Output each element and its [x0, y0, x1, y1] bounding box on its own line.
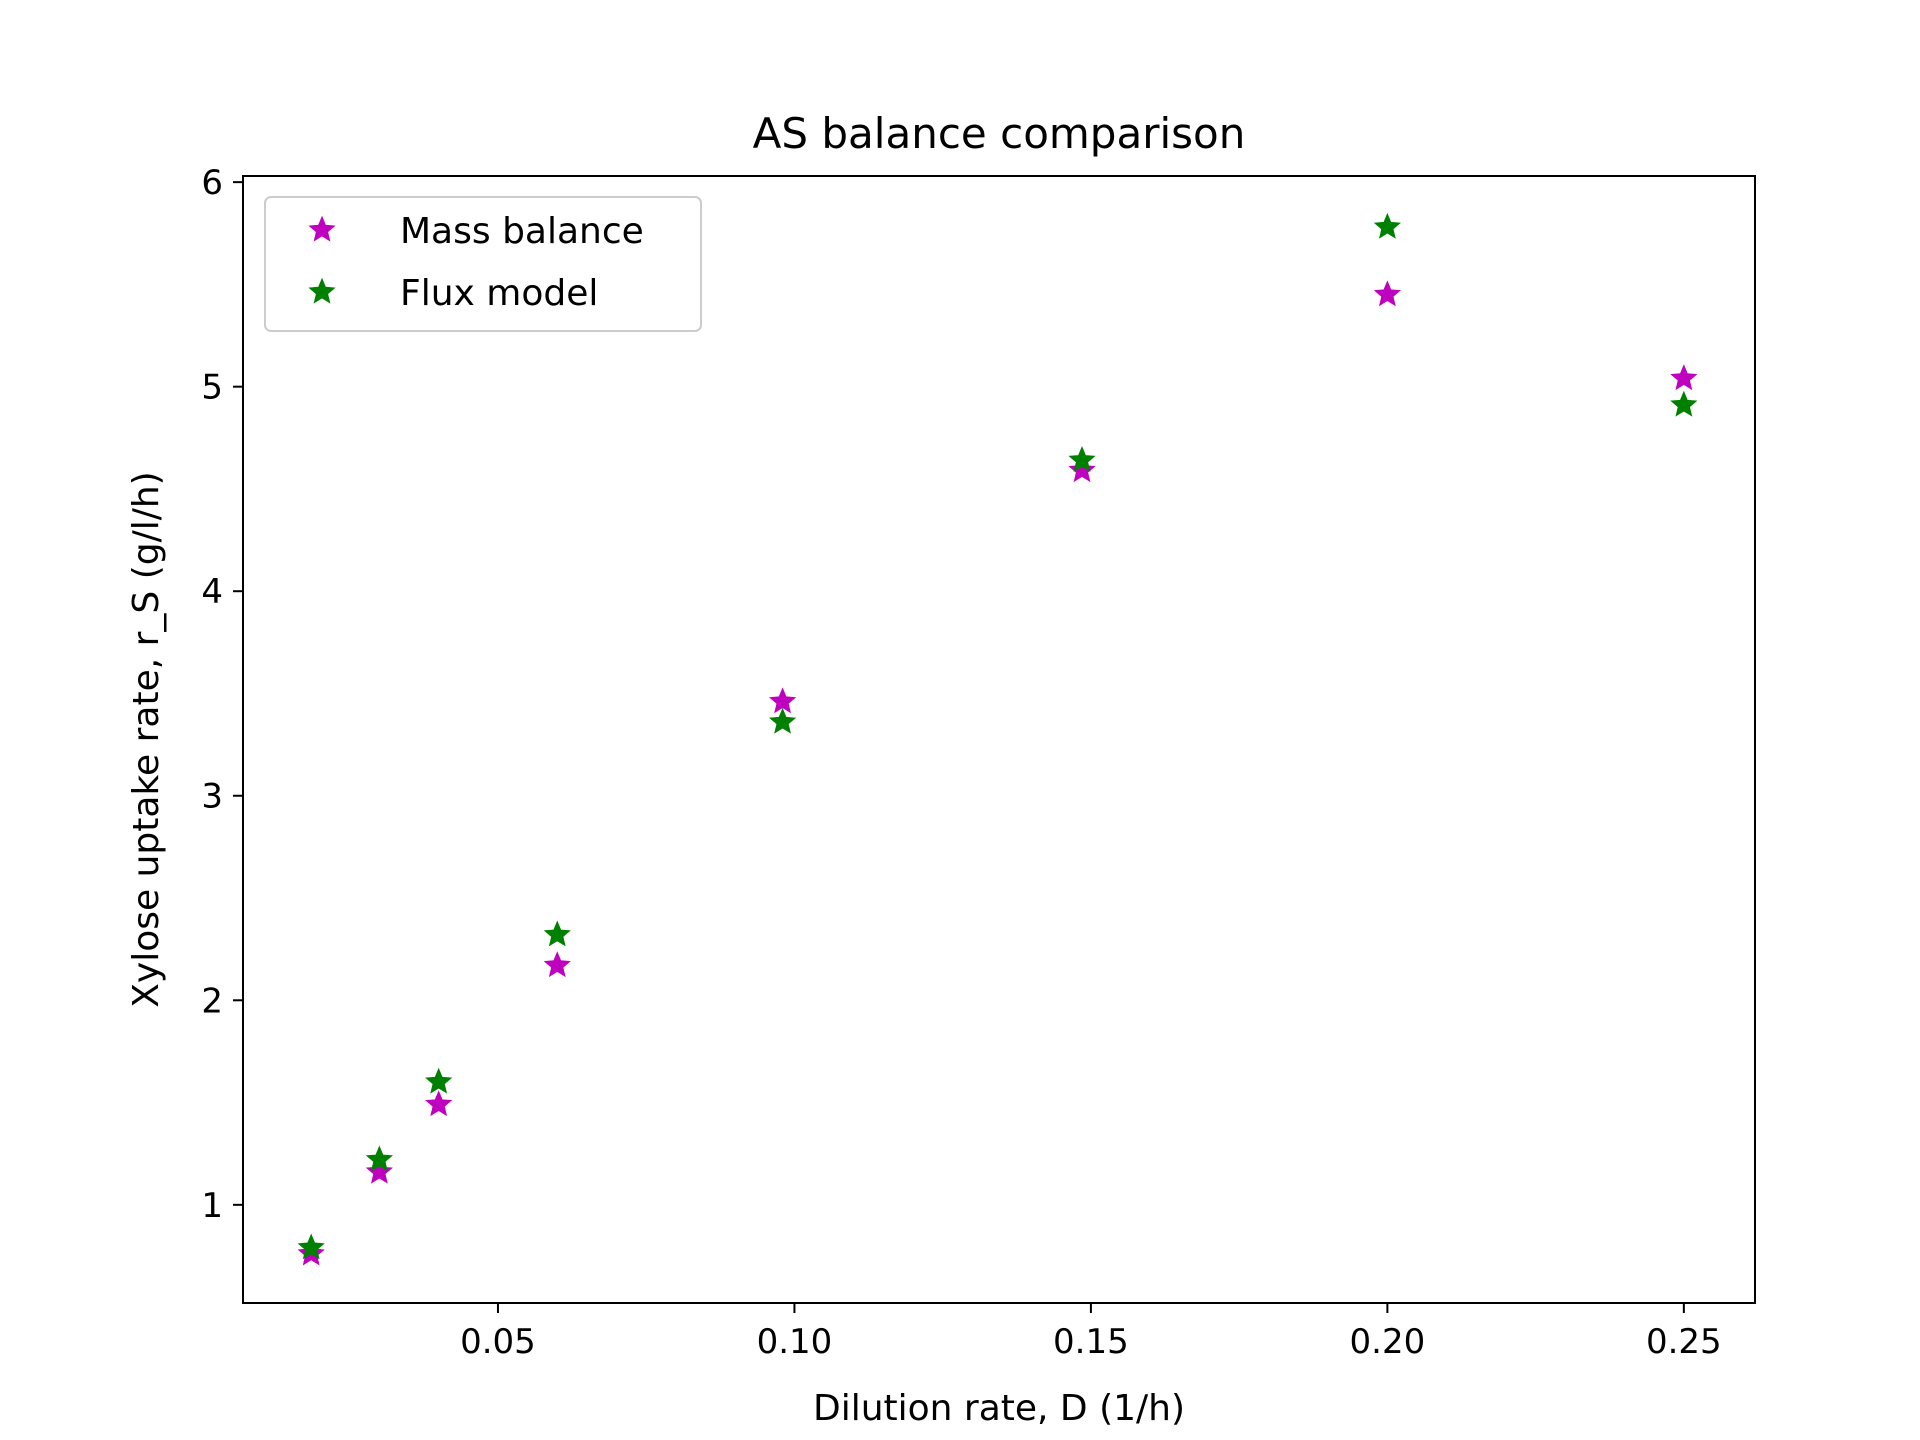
data-point: [297, 1233, 325, 1260]
data-point: [1068, 446, 1096, 472]
y-axis-label: Xylose uptake rate, r_S (g/l/h): [126, 471, 167, 1007]
data-points: [297, 212, 1698, 1266]
y-tick-label: 4: [201, 572, 223, 612]
y-tick-label: 2: [201, 981, 223, 1021]
y-axis: 1 2 3 4 5 6: [201, 163, 243, 1226]
data-point: [543, 951, 571, 978]
x-axis: 0.05 0.10 0.15 0.20 0.25: [460, 1303, 1722, 1362]
data-point: [1670, 390, 1698, 417]
y-tick-label: 5: [201, 368, 223, 408]
legend-label: Mass balance: [400, 211, 644, 252]
y-tick-label: 1: [201, 1186, 223, 1226]
legend: Mass balance Flux model: [264, 196, 702, 332]
x-axis-label: Dilution rate, D (1/h): [813, 1388, 1185, 1429]
data-point: [1373, 212, 1401, 239]
chart-title: AS balance comparison: [753, 109, 1246, 158]
x-tick-label: 0.15: [1053, 1322, 1129, 1362]
legend-marker: [308, 215, 336, 242]
legend-label: Flux model: [400, 273, 598, 314]
data-point: [543, 920, 571, 947]
legend-marker: [308, 277, 336, 304]
series-flux-model: [297, 212, 1698, 1260]
data-point: [768, 707, 797, 734]
legend-box: [264, 196, 702, 332]
data-point: [365, 1157, 393, 1184]
y-tick-label: 3: [201, 777, 223, 817]
data-point: [365, 1145, 393, 1172]
data-point: [425, 1090, 453, 1117]
data-point: [1373, 280, 1401, 307]
data-point: [1068, 456, 1096, 483]
x-tick-label: 0.10: [757, 1322, 833, 1362]
x-tick-label: 0.25: [1646, 1322, 1722, 1362]
x-tick-label: 0.05: [460, 1322, 536, 1362]
data-point: [425, 1067, 453, 1094]
x-tick-label: 0.20: [1350, 1322, 1426, 1362]
y-tick-label: 6: [201, 163, 223, 203]
data-point: [768, 687, 797, 714]
data-point: [1670, 364, 1698, 391]
plot-frame: [242, 175, 1756, 1304]
